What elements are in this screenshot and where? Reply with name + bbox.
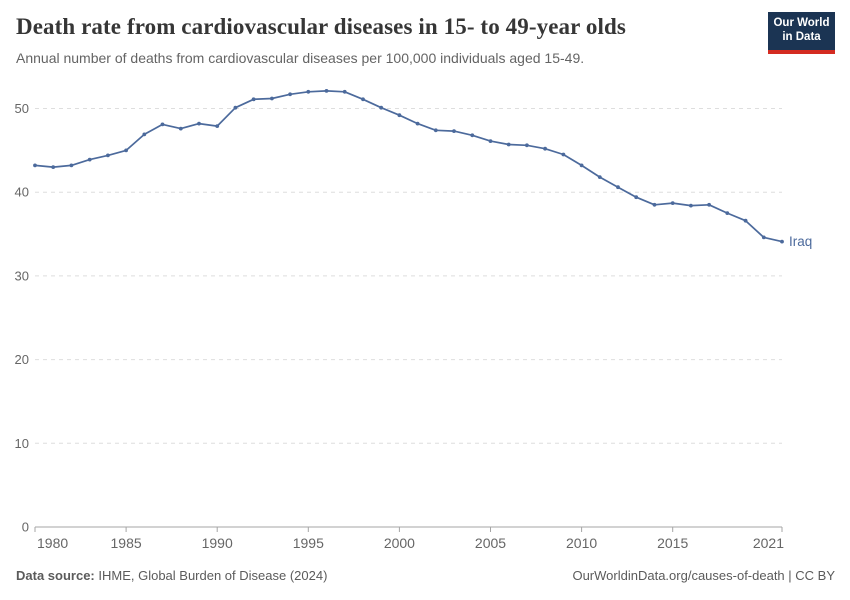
y-tick-label: 30 [15, 268, 29, 283]
x-tick-label: 1990 [202, 535, 233, 551]
data-point[interactable] [342, 89, 347, 94]
data-point[interactable] [160, 122, 165, 127]
data-point[interactable] [178, 126, 183, 131]
y-tick-label: 20 [15, 352, 29, 367]
data-point[interactable] [689, 203, 693, 208]
x-tick-label: 1995 [293, 535, 324, 551]
y-tick-label: 40 [15, 185, 29, 200]
data-point[interactable] [597, 175, 602, 180]
data-point[interactable] [670, 201, 675, 206]
data-point[interactable] [69, 163, 74, 168]
data-point[interactable] [288, 92, 292, 97]
data-source-label: Data source: [16, 568, 95, 583]
data-point[interactable] [743, 218, 748, 223]
data-point[interactable] [51, 165, 56, 170]
data-point[interactable] [215, 124, 220, 128]
data-point[interactable] [488, 139, 493, 144]
data-point[interactable] [433, 128, 438, 133]
data-point[interactable] [87, 157, 92, 162]
data-point[interactable] [780, 239, 784, 244]
data-point[interactable] [324, 89, 329, 93]
data-point[interactable] [543, 146, 547, 151]
y-tick-label: 50 [15, 101, 29, 116]
x-tick-label: 2000 [384, 535, 415, 551]
data-point[interactable] [251, 97, 256, 102]
x-tick-label: 2005 [475, 535, 506, 551]
owid-logo-line2: in Data [782, 31, 821, 43]
owid-logo-accent-bar [768, 50, 835, 54]
y-tick-label: 0 [22, 520, 29, 535]
data-point[interactable] [33, 163, 37, 168]
series-label-iraq: Iraq [789, 234, 812, 249]
data-point[interactable] [415, 121, 420, 126]
x-tick-label: 2021 [753, 535, 784, 551]
data-point[interactable] [361, 97, 365, 102]
data-point[interactable] [270, 96, 274, 101]
chart-footer: Data source: IHME, Global Burden of Dise… [16, 568, 835, 583]
data-point[interactable] [397, 113, 402, 118]
data-point[interactable] [470, 133, 475, 138]
data-point[interactable] [197, 121, 201, 126]
data-point[interactable] [652, 202, 657, 207]
data-source-note: Data source: IHME, Global Burden of Dise… [16, 568, 327, 583]
data-point[interactable] [306, 89, 311, 94]
data-point[interactable] [124, 148, 128, 153]
data-point[interactable] [452, 129, 456, 134]
data-point[interactable] [506, 142, 511, 147]
series-line-iraq[interactable] [34, 90, 783, 243]
data-point[interactable] [379, 105, 384, 110]
data-source-text: IHME, Global Burden of Disease (2024) [94, 568, 328, 583]
owid-logo-line1: Our World [773, 17, 830, 30]
data-point[interactable] [233, 105, 238, 110]
data-point[interactable] [561, 152, 566, 157]
data-point[interactable] [761, 235, 766, 240]
owid-logo-box: Our World in Data [768, 12, 835, 50]
chart-subtitle: Annual number of deaths from cardiovascu… [16, 50, 585, 66]
data-point[interactable] [579, 163, 584, 168]
owid-logo[interactable]: Our World in Data [768, 12, 835, 54]
data-point[interactable] [725, 211, 730, 216]
data-point[interactable] [634, 195, 639, 200]
data-point[interactable] [707, 202, 711, 207]
data-point[interactable] [616, 185, 620, 190]
page-title: Death rate from cardiovascular diseases … [16, 14, 626, 39]
x-tick-label: 2015 [657, 535, 688, 551]
x-tick-label: 1980 [37, 535, 68, 551]
data-point[interactable] [106, 153, 110, 158]
data-point[interactable] [525, 143, 529, 148]
x-tick-label: 2010 [566, 535, 597, 551]
x-tick-label: 1985 [111, 535, 142, 551]
data-point[interactable] [142, 132, 147, 137]
credit-link[interactable]: OurWorldinData.org/causes-of-death | CC … [572, 568, 835, 583]
y-tick-label: 10 [15, 436, 29, 451]
